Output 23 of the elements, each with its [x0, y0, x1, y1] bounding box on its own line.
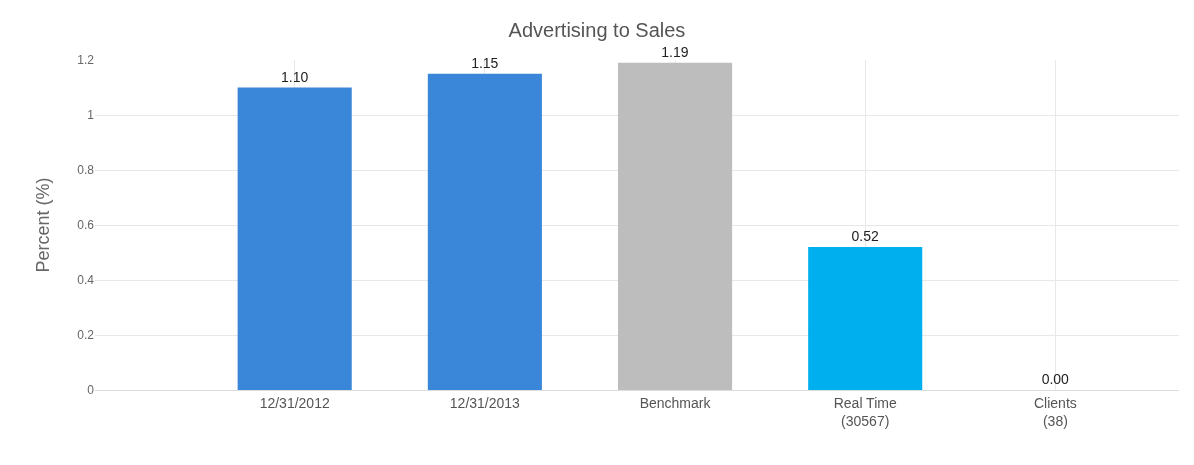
y-axis-title: Percent (%) — [33, 177, 53, 273]
y-tick-label: 1.2 — [77, 53, 95, 68]
y-tick-label: 0 — [87, 383, 95, 398]
x-tick-label: Benchmark — [639, 394, 712, 411]
y-tick-label: 0.2 — [77, 328, 95, 343]
bar — [617, 62, 733, 390]
y-tick-label: 0.8 — [77, 163, 95, 178]
y-tick-label: 0.6 — [77, 218, 95, 233]
chart-title: Advertising to Sales — [508, 19, 686, 42]
data-label: 0.52 — [851, 228, 879, 244]
data-label: 1.10 — [280, 68, 309, 85]
bar — [427, 73, 542, 390]
data-label: 1.19 — [661, 43, 689, 60]
x-tick-label: 12/31/2012 — [259, 394, 330, 411]
data-label: 1.15 — [471, 54, 499, 71]
x-tick-label: Real Time (30567) — [833, 394, 897, 429]
x-tick-label: 12/31/2013 — [449, 394, 521, 411]
bar — [237, 87, 352, 390]
bar — [808, 247, 923, 390]
y-tick-label: 1 — [87, 108, 95, 123]
data-label: 0.00 — [1041, 371, 1070, 387]
y-tick-label: 0.4 — [77, 273, 95, 288]
x-tick-label: Clients (38) — [1033, 394, 1077, 429]
